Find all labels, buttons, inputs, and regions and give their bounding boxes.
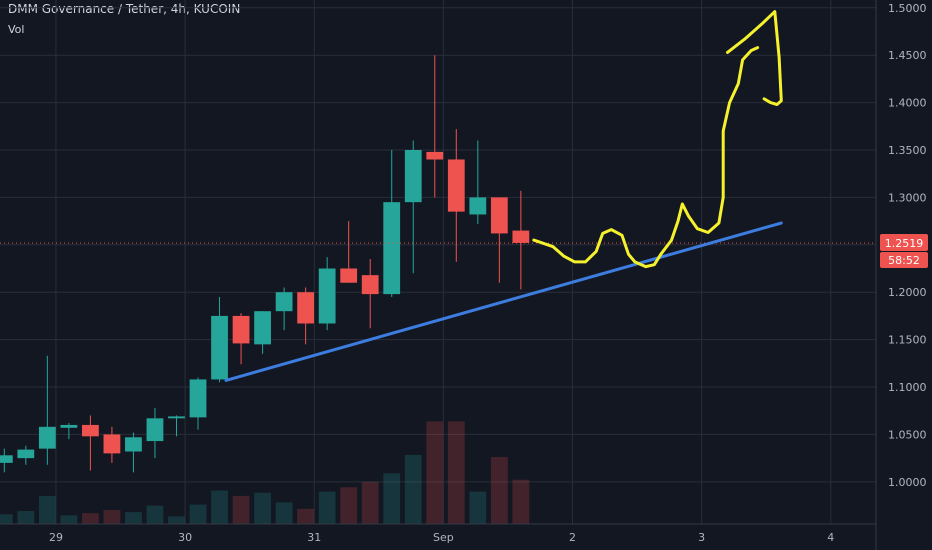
volume-bar xyxy=(82,513,99,524)
x-tick-label: 4 xyxy=(827,531,834,544)
y-tick-label: 1.1000 xyxy=(888,381,927,394)
volume-bar xyxy=(103,509,121,524)
volume-bar xyxy=(254,492,271,524)
candle-body[interactable] xyxy=(254,311,271,345)
volume-bar xyxy=(211,490,228,524)
volume-bar xyxy=(38,495,56,524)
freehand-drawing-path[interactable] xyxy=(532,46,760,269)
current-price-badge xyxy=(880,234,928,252)
candle-body[interactable] xyxy=(318,268,336,324)
candle-body[interactable] xyxy=(275,292,293,312)
y-tick-label: 1.5000 xyxy=(888,2,927,15)
candle-body[interactable] xyxy=(17,449,35,459)
countdown-value: 58:52 xyxy=(888,254,920,267)
y-tick-label: 1.4000 xyxy=(888,97,927,110)
volume-bar xyxy=(340,487,358,524)
volume-bar xyxy=(232,495,250,524)
x-tick-label: Sep xyxy=(433,531,454,544)
x-tick-label: 30 xyxy=(178,531,192,544)
y-tick-label: 1.0000 xyxy=(888,476,927,489)
candle-body[interactable] xyxy=(146,418,164,442)
volume-bar xyxy=(275,502,293,524)
candle-body[interactable] xyxy=(38,426,56,449)
candle-body[interactable] xyxy=(490,197,508,234)
countdown-badge xyxy=(880,252,928,269)
current-price-value: 1.2519 xyxy=(885,237,924,250)
candle-body[interactable] xyxy=(383,202,401,295)
volume-bar xyxy=(60,515,78,524)
y-tick-label: 1.0500 xyxy=(888,428,927,441)
volume-bar xyxy=(404,454,422,524)
candle-body[interactable] xyxy=(103,434,121,454)
candle-body[interactable] xyxy=(125,437,142,452)
x-tick-label: 2 xyxy=(569,531,576,544)
volume-bar xyxy=(447,421,465,524)
x-tick-label: 29 xyxy=(49,531,63,544)
y-tick-label: 1.3500 xyxy=(888,144,927,157)
candle-body[interactable] xyxy=(232,315,250,344)
candle-body[interactable] xyxy=(60,424,78,428)
candle-body[interactable] xyxy=(189,379,207,418)
candle-body[interactable] xyxy=(512,230,530,243)
volume-bar xyxy=(189,504,207,524)
volume-bar xyxy=(512,479,530,524)
candle-body[interactable] xyxy=(340,268,358,283)
chart-title: DMM Governance / Tether, 4h, KUCOIN xyxy=(8,2,241,16)
volume-bar xyxy=(168,516,185,524)
candle-body[interactable] xyxy=(469,197,487,215)
volume-bar xyxy=(490,457,508,524)
candle-body[interactable] xyxy=(404,150,422,203)
candle-body[interactable] xyxy=(82,424,99,437)
volume-bar xyxy=(318,491,336,524)
y-tick-label: 1.2000 xyxy=(888,286,927,299)
candle-body[interactable] xyxy=(426,151,444,160)
candle-body[interactable] xyxy=(447,159,465,212)
volume-indicator-label[interactable]: Vol xyxy=(8,23,25,36)
volume-bar xyxy=(383,473,401,524)
candle-body[interactable] xyxy=(297,292,315,324)
candle-body[interactable] xyxy=(168,416,185,419)
x-tick-label: 3 xyxy=(698,531,705,544)
volume-bar xyxy=(125,512,142,524)
volume-bar xyxy=(146,505,164,524)
x-tick-label: 31 xyxy=(307,531,321,544)
y-tick-label: 1.1500 xyxy=(888,334,927,347)
y-tick-label: 1.3000 xyxy=(888,191,927,204)
volume-bar xyxy=(17,511,35,524)
volume-bar xyxy=(426,421,444,524)
volume-bar xyxy=(361,481,379,524)
y-tick-label: 1.4500 xyxy=(888,49,927,62)
candle-body[interactable] xyxy=(0,455,13,463)
freehand-drawing-arrow[interactable] xyxy=(726,10,783,106)
volume-bar xyxy=(297,508,315,524)
trend-line[interactable] xyxy=(224,221,783,382)
candle-body[interactable] xyxy=(361,275,379,295)
candle-body[interactable] xyxy=(211,315,228,380)
volume-bar xyxy=(469,491,487,524)
volume-bar xyxy=(0,514,13,524)
